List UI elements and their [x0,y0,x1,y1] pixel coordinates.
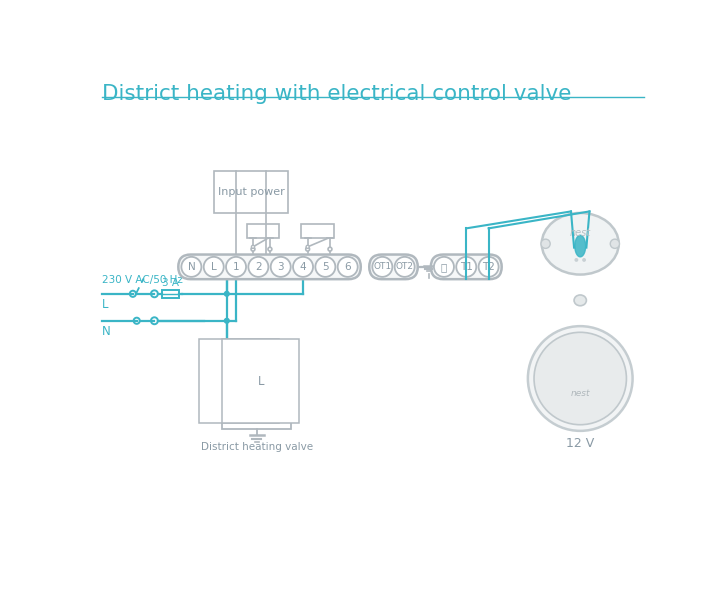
Circle shape [456,257,476,277]
Text: L: L [258,374,264,387]
Text: 4: 4 [300,262,306,272]
Circle shape [541,239,550,248]
Text: N: N [102,326,111,339]
Text: 6: 6 [344,262,351,272]
Text: OT1: OT1 [373,263,392,271]
Text: 230 V AC/50 Hz: 230 V AC/50 Hz [102,276,183,285]
Circle shape [223,290,230,297]
Text: T2: T2 [482,262,495,272]
Text: 3 A: 3 A [162,277,179,287]
Circle shape [338,257,357,277]
Ellipse shape [574,295,586,306]
Circle shape [251,245,255,248]
Circle shape [478,257,499,277]
Circle shape [610,239,620,248]
FancyBboxPatch shape [178,255,361,279]
Circle shape [434,257,454,277]
Circle shape [315,257,336,277]
Text: District heating valve: District heating valve [201,443,313,453]
Circle shape [574,258,578,262]
Circle shape [204,257,223,277]
Text: L: L [102,298,108,311]
Circle shape [395,257,415,277]
Circle shape [582,258,586,262]
FancyBboxPatch shape [369,255,418,279]
Circle shape [248,257,269,277]
Text: District heating with electrical control valve: District heating with electrical control… [102,84,571,103]
Text: N: N [234,374,243,387]
Circle shape [306,247,309,251]
Text: nest: nest [571,390,590,399]
Text: T1: T1 [460,262,472,272]
Text: ⏚: ⏚ [441,262,447,272]
Circle shape [328,247,332,251]
Text: L: L [211,262,217,272]
Text: 3: 3 [277,262,284,272]
Text: 2: 2 [255,262,261,272]
Circle shape [306,245,309,248]
Text: 5: 5 [322,262,328,272]
Ellipse shape [542,213,619,274]
Text: N: N [188,262,195,272]
Text: Input power: Input power [218,187,285,197]
Circle shape [271,257,290,277]
Polygon shape [575,235,585,257]
Circle shape [181,257,202,277]
Circle shape [251,247,255,251]
Text: 1: 1 [233,262,240,272]
Circle shape [528,326,633,431]
Circle shape [372,257,392,277]
Text: 12 V: 12 V [566,437,594,450]
Circle shape [534,332,626,425]
Circle shape [293,257,313,277]
Circle shape [268,247,272,251]
Text: nest: nest [570,228,591,238]
FancyBboxPatch shape [431,255,502,279]
Circle shape [223,318,230,324]
Text: OT2: OT2 [396,263,414,271]
Circle shape [226,257,246,277]
